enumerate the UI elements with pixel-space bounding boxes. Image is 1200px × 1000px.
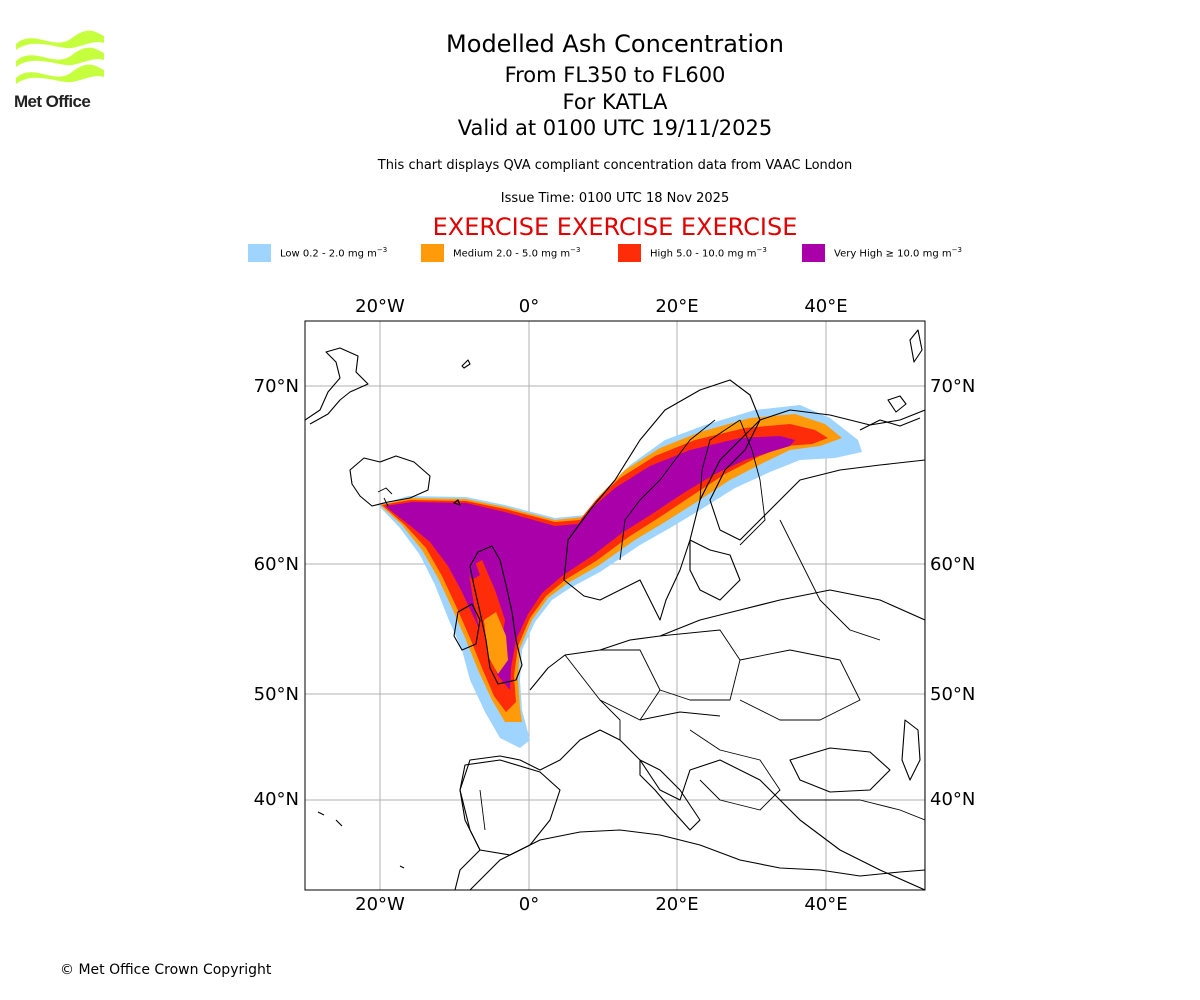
ash-patch-very-high-1 [455,540,480,580]
exercise-banner: EXERCISE EXERCISE EXERCISE [432,213,798,241]
coast-british-isles [469,545,523,685]
coast-faroe [453,499,461,506]
legend-label-medium: Medium 2.0 - 5.0 mg m [453,248,571,260]
lon-label-top-0: 0° [519,296,539,317]
map-frame [304,320,926,891]
border-norway-sweden [619,419,716,561]
lat-label-right-70n: 70°N [930,376,975,397]
lat-label-right-40n: 40°N [930,789,975,810]
legend-unit-exp-high: −3 [756,246,767,255]
legend-label-high: High 5.0 - 10.0 mg m [650,248,757,260]
legend-item-low: Low 0.2 - 2.0 mg m−3 [248,244,387,262]
coast-iceland [349,455,431,507]
chart-title: Modelled Ash Concentration [446,30,784,58]
met-office-waves-icon [16,30,104,84]
lon-label-top-20w: 20°W [355,296,405,317]
map-background [305,321,925,890]
coast-svalbard [461,359,471,369]
border-balkans [689,729,781,811]
legend-label-very-high: Very High ≥ 10.0 mg m [834,248,952,260]
lat-label-left-60n: 60°N [254,554,299,575]
legend-swatch-high [618,244,641,262]
legend-unit-exp-medium: −3 [570,246,581,255]
lon-label-bottom-0: 0° [519,894,539,915]
lat-label-left-70n: 70°N [254,376,299,397]
chart-description: This chart displays QVA compliant concen… [377,158,853,173]
lon-label-bottom-40e: 40°E [804,894,847,915]
lat-label-left-40n: 40°N [254,789,299,810]
coast-novaya-zemlya [887,329,923,413]
legend-item-very-high: Very High ≥ 10.0 mg m−3 [802,244,962,262]
met-office-wordmark: Met Office [14,92,91,111]
volcano-name: For KATLA [562,90,668,114]
lon-label-bottom-20w: 20°W [355,894,405,915]
coast-north-africa [469,829,925,890]
coast-continent [454,589,925,890]
copyright-notice: © Met Office Crown Copyright [60,962,272,978]
legend-swatch-very-high [802,244,825,262]
border-poland [659,629,741,701]
legend-unit-exp-very-high: −3 [951,246,962,255]
coast-canaries [317,811,405,869]
border-france [564,654,621,740]
coast-scandinavia [563,379,761,621]
coast-black-sea [789,747,891,793]
met-office-logo: Met Office [14,30,106,112]
coast-ireland [453,603,481,651]
lat-label-left-50n: 50°N [254,684,299,705]
coast-greenland [305,347,369,425]
legend-swatch-medium [421,244,444,262]
border-spain-portugal [479,789,486,831]
ash-patch-medium-1 [484,612,508,674]
legend-item-medium: Medium 2.0 - 5.0 mg m−3 [421,244,580,262]
coast-finland-russia [709,409,925,541]
flight-level-range: From FL350 to FL600 [504,63,726,87]
border-ukraine [739,649,861,721]
lat-label-right-50n: 50°N [930,684,975,705]
legend-swatch-low [248,244,271,262]
lon-label-top-40e: 40°E [804,296,847,317]
coast-caspian [901,719,921,781]
legend-unit-exp-low: −3 [376,246,388,255]
lon-label-bottom-20e: 20°E [655,894,698,915]
border-turkey [780,799,925,821]
coastlines [305,329,925,890]
legend-label-low: Low 0.2 - 2.0 mg m [280,248,377,260]
border-russia-west [779,519,881,641]
lon-label-top-20e: 20°E [655,296,698,317]
issue-time: Issue Time: 0100 UTC 18 Nov 2025 [500,191,730,206]
border-iceland-glacier [377,487,393,507]
coast-italy [639,759,701,831]
border-austria [639,711,721,721]
coast-baltic [689,539,741,601]
country-borders [377,419,925,831]
border-sweden-finland [699,419,741,501]
lat-label-right-60n: 60°N [930,554,975,575]
border-finland-russia [739,419,766,546]
valid-time: Valid at 0100 UTC 19/11/2025 [457,116,773,140]
ash-plume [378,405,862,748]
legend-item-high: High 5.0 - 10.0 mg m−3 [618,244,767,262]
coast-kola [859,417,921,431]
